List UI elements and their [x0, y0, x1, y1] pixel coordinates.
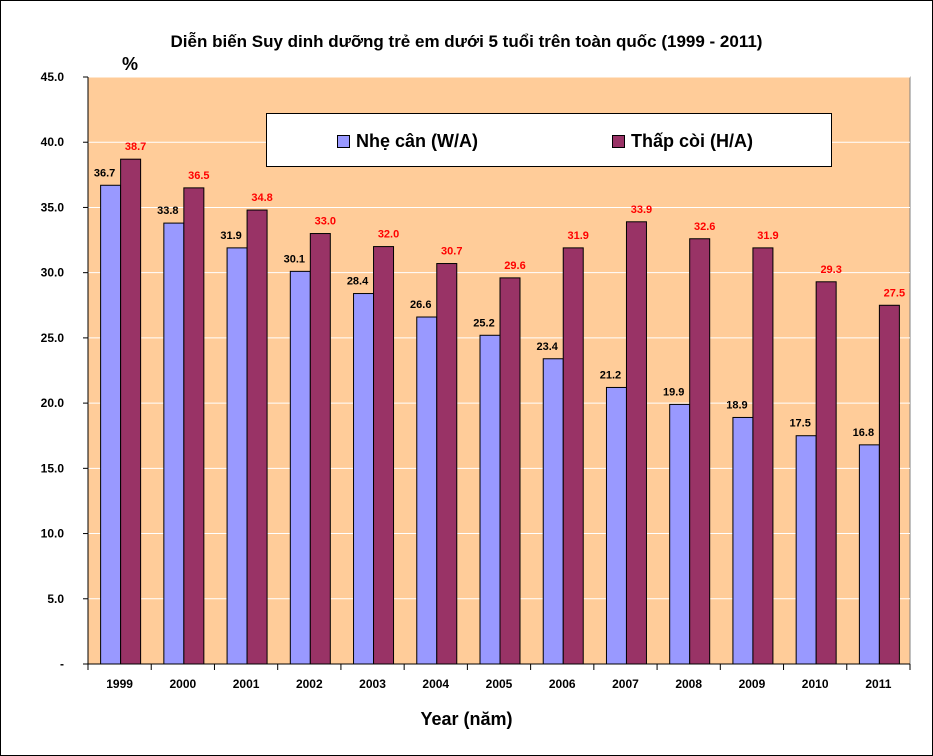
y-tick-label: 5.0 — [47, 592, 64, 606]
y-tick-label: 15.0 — [41, 461, 65, 475]
data-label: 26.6 — [410, 299, 431, 311]
bar-nhe-can — [479, 334, 501, 665]
y-tick-label: 30.0 — [41, 266, 65, 280]
x-tick-label: 2009 — [739, 677, 766, 691]
bar-thap-coi — [246, 209, 268, 665]
x-tick-label: 2003 — [359, 677, 386, 691]
y-tick-label: 10.0 — [41, 527, 65, 541]
bar-thap-coi — [373, 246, 395, 665]
data-label: 29.6 — [504, 260, 525, 272]
x-tick-label: 2002 — [296, 677, 323, 691]
bar-nhe-can — [669, 403, 691, 665]
bar-nhe-can — [858, 444, 880, 665]
x-tick-label: 1999 — [106, 677, 133, 691]
bar-nhe-can — [289, 270, 311, 665]
bar-thap-coi — [183, 187, 205, 665]
legend-label-series-2: Thấp còi (H/A) — [631, 131, 753, 151]
data-label: 31.9 — [568, 230, 589, 242]
x-tick-label: 2006 — [549, 677, 576, 691]
x-tick-label: 2008 — [675, 677, 702, 691]
data-label: 30.1 — [284, 253, 305, 265]
bar-thap-coi — [499, 277, 521, 665]
data-label: 38.7 — [125, 141, 146, 153]
bar-nhe-can — [732, 416, 754, 665]
x-tick-label: 2004 — [422, 677, 449, 691]
bar-thap-coi — [878, 304, 900, 665]
y-tick-label: 35.0 — [41, 200, 65, 214]
bar-nhe-can — [353, 293, 375, 665]
data-label: 28.4 — [347, 276, 369, 288]
x-axis-title: Year (năm) — [420, 709, 513, 729]
data-label: 25.2 — [473, 317, 494, 329]
y-tick-label: 40.0 — [41, 135, 65, 149]
data-label: 32.0 — [378, 229, 399, 241]
bar-thap-coi — [815, 281, 837, 665]
bar-nhe-can — [542, 358, 564, 665]
bar-nhe-can — [100, 184, 122, 665]
data-label: 17.5 — [789, 418, 810, 430]
bar-nhe-can — [226, 247, 248, 665]
bar-thap-coi — [562, 247, 584, 665]
y-tick-label: 25.0 — [41, 331, 65, 345]
y-axis-unit-label: % — [122, 54, 139, 74]
chart-legend: Nhẹ cân (W/A) Thấp còi (H/A) — [266, 113, 832, 167]
data-label: 30.7 — [441, 246, 462, 258]
bar-thap-coi — [120, 158, 142, 665]
chart-title: Diễn biến Suy dinh dưỡng trẻ em dưới 5 t… — [170, 32, 763, 51]
y-tick-label: 45.0 — [41, 70, 65, 84]
x-tick-label: 2005 — [486, 677, 513, 691]
data-label: 36.5 — [188, 170, 209, 182]
bar-thap-coi — [752, 247, 774, 665]
bar-nhe-can — [605, 386, 627, 665]
data-label: 36.7 — [94, 167, 115, 179]
data-label: 32.6 — [694, 221, 715, 233]
legend-swatch-series-1 — [337, 135, 350, 148]
bar-thap-coi — [625, 221, 647, 665]
data-label: 33.8 — [157, 205, 178, 217]
bar-nhe-can — [416, 316, 438, 665]
bar-thap-coi — [309, 233, 331, 665]
x-tick-label: 2011 — [865, 677, 891, 691]
data-label: 31.9 — [220, 230, 241, 242]
data-label: 18.9 — [726, 399, 747, 411]
legend-item-series-2: Thấp còi (H/A) — [612, 131, 753, 152]
data-label: 21.2 — [600, 369, 621, 381]
y-tick-label: 20.0 — [41, 396, 65, 410]
data-label: 23.4 — [537, 341, 559, 353]
bar-thap-coi — [689, 238, 711, 665]
x-tick-label: 2001 — [233, 677, 260, 691]
data-label: 29.3 — [820, 264, 841, 276]
data-label: 27.5 — [884, 287, 905, 299]
data-label: 34.8 — [251, 192, 272, 204]
legend-label-series-1: Nhẹ cân (W/A) — [356, 131, 479, 151]
y-tick-label: - — [60, 657, 64, 671]
legend-swatch-series-2 — [612, 135, 625, 148]
data-label: 16.8 — [853, 427, 874, 439]
data-label: 33.0 — [315, 216, 336, 228]
data-label: 33.9 — [631, 204, 652, 216]
legend-item-series-1: Nhẹ cân (W/A) — [337, 131, 478, 152]
bar-nhe-can — [163, 222, 185, 665]
data-label: 19.9 — [663, 386, 684, 398]
bar-thap-coi — [436, 263, 458, 665]
x-tick-label: 2000 — [169, 677, 196, 691]
bar-nhe-can — [795, 435, 817, 665]
x-tick-label: 2010 — [802, 677, 829, 691]
data-label: 31.9 — [757, 230, 778, 242]
x-tick-label: 2007 — [612, 677, 639, 691]
